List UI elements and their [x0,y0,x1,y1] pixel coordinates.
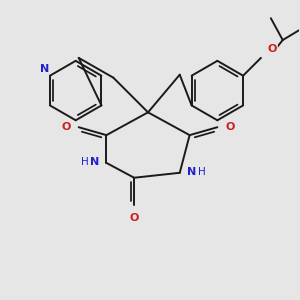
Text: N: N [187,167,196,177]
Text: O: O [225,122,235,132]
Text: N: N [40,64,49,74]
Text: H: H [81,157,88,167]
Text: O: O [268,44,277,54]
Text: O: O [61,122,71,132]
Text: N: N [90,157,100,167]
Text: H: H [198,167,205,177]
Text: O: O [130,213,139,224]
